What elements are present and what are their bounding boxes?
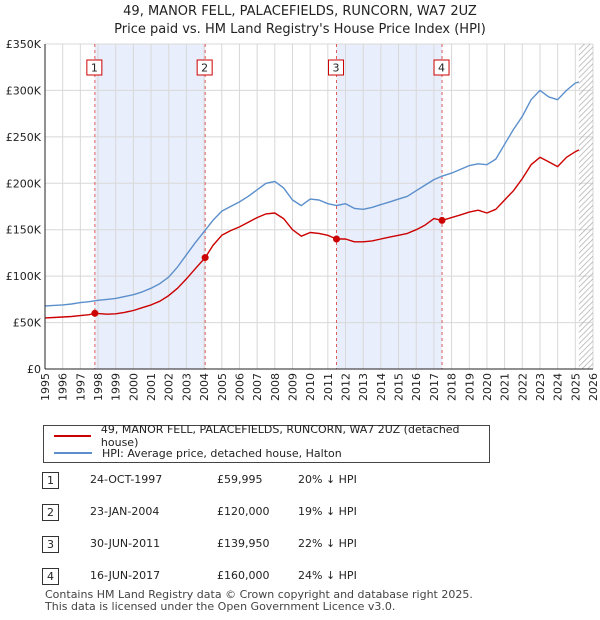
legend-item-property: 49, MANOR FELL, PALACEFIELDS, RUNCORN, W… bbox=[54, 423, 489, 449]
series-line-property bbox=[44, 149, 580, 319]
footer-attribution: Contains HM Land Registry data © Crown c… bbox=[45, 589, 473, 613]
x-tick-label: 2020 bbox=[481, 373, 494, 401]
y-tick-label: £350K bbox=[6, 38, 42, 51]
transaction-hpi-diff: 22% ↓ HPI bbox=[298, 537, 357, 550]
x-tick-label: 1998 bbox=[92, 373, 105, 401]
table-row: 1 24-OCT-1997 £59,995 20% ↓ HPI bbox=[42, 472, 462, 490]
legend-label-hpi: HPI: Average price, detached house, Halt… bbox=[102, 446, 342, 460]
transaction-number-badge: 3 bbox=[42, 536, 59, 553]
legend-swatch-property bbox=[54, 435, 91, 437]
x-tick-label: 2022 bbox=[516, 373, 529, 401]
sale-marker-label: 4 bbox=[438, 62, 445, 75]
x-tick-label: 2019 bbox=[463, 373, 476, 401]
x-tick-label: 1997 bbox=[74, 373, 87, 401]
sale-marker-label: 3 bbox=[333, 62, 340, 75]
transaction-date: 23-JAN-2004 bbox=[90, 505, 160, 518]
legend: 49, MANOR FELL, PALACEFIELDS, RUNCORN, W… bbox=[43, 423, 490, 463]
x-tick-label: 2023 bbox=[534, 373, 547, 401]
transaction-date: 30-JUN-2011 bbox=[90, 537, 161, 550]
x-tick-label: 2024 bbox=[552, 373, 565, 401]
x-tick-label: 2021 bbox=[499, 373, 512, 401]
sale-marker-label: 1 bbox=[91, 62, 98, 75]
sale-marker-box bbox=[196, 59, 213, 76]
x-tick-label: 2009 bbox=[286, 373, 299, 401]
legend-item-hpi: HPI: Average price, detached house, Halt… bbox=[54, 445, 342, 461]
x-tick-label: 2005 bbox=[216, 373, 229, 401]
x-tick-label: 2026 bbox=[587, 373, 600, 401]
x-tick-label: 2002 bbox=[163, 373, 176, 401]
y-tick-label: £50K bbox=[13, 317, 42, 330]
x-tick-label: 2017 bbox=[428, 373, 441, 401]
transaction-hpi-diff: 19% ↓ HPI bbox=[298, 505, 357, 518]
sale-point bbox=[201, 254, 209, 262]
x-tick-label: 2014 bbox=[375, 373, 388, 401]
x-tick-label: 2006 bbox=[233, 373, 246, 401]
x-tick-label: 2003 bbox=[180, 373, 193, 401]
transaction-price: £160,000 bbox=[217, 569, 270, 582]
transaction-hpi-diff: 20% ↓ HPI bbox=[298, 473, 357, 486]
forecast-hatch-region bbox=[578, 44, 593, 369]
x-tick-label: 2000 bbox=[127, 373, 140, 401]
x-tick-label: 2015 bbox=[393, 373, 406, 401]
x-tick-label: 1995 bbox=[39, 373, 52, 401]
footer-line-2: This data is licensed under the Open Gov… bbox=[45, 600, 396, 613]
y-tick-label: £250K bbox=[6, 131, 42, 144]
transaction-price: £139,950 bbox=[217, 537, 270, 550]
shaded-period bbox=[94, 44, 206, 369]
legend-label-property: 49, MANOR FELL, PALACEFIELDS, RUNCORN, W… bbox=[100, 423, 460, 449]
x-tick-label: 2025 bbox=[569, 373, 582, 401]
x-tick-label: 2018 bbox=[446, 373, 459, 401]
sale-point bbox=[333, 235, 341, 243]
series-line-hpi bbox=[44, 81, 580, 307]
y-tick-label: £300K bbox=[6, 84, 42, 97]
y-tick-label: £100K bbox=[6, 270, 42, 283]
footer-line-1: Contains HM Land Registry data © Crown c… bbox=[45, 588, 473, 601]
x-tick-label: 2008 bbox=[269, 373, 282, 401]
sale-marker-box bbox=[328, 59, 345, 76]
sale-marker-label: 2 bbox=[201, 62, 208, 75]
sale-point bbox=[438, 216, 446, 224]
sale-point bbox=[91, 309, 99, 317]
sale-marker-box bbox=[433, 59, 450, 76]
x-tick-label: 2007 bbox=[251, 373, 264, 401]
legend-swatch-hpi bbox=[54, 452, 92, 454]
shaded-period bbox=[336, 44, 443, 369]
table-row: 3 30-JUN-2011 £139,950 22% ↓ HPI bbox=[42, 536, 462, 554]
sale-marker-box bbox=[86, 59, 103, 76]
transaction-date: 16-JUN-2017 bbox=[90, 569, 161, 582]
transaction-price: £59,995 bbox=[217, 473, 263, 486]
price-chart: 1 2 3 4 £0 £50K £100K £150K £200K £250K £300K £350… bbox=[6, 38, 600, 401]
table-row: 4 16-JUN-2017 £160,000 24% ↓ HPI bbox=[42, 568, 462, 586]
x-tick-label: 2012 bbox=[340, 373, 353, 401]
x-tick-label: 2010 bbox=[304, 373, 317, 401]
y-tick-label: £200K bbox=[6, 177, 42, 190]
transaction-hpi-diff: 24% ↓ HPI bbox=[298, 569, 357, 582]
x-tick-label: 1999 bbox=[110, 373, 123, 401]
y-tick-label: £0 bbox=[27, 363, 41, 376]
table-row: 2 23-JAN-2004 £120,000 19% ↓ HPI bbox=[42, 504, 462, 522]
transaction-price: £120,000 bbox=[217, 505, 270, 518]
chart-title-line-1: 49, MANOR FELL, PALACEFIELDS, RUNCORN, W… bbox=[123, 4, 477, 19]
transaction-number-badge: 4 bbox=[42, 568, 59, 585]
transaction-date: 24-OCT-1997 bbox=[90, 473, 163, 486]
x-tick-label: 2013 bbox=[357, 373, 370, 401]
x-tick-label: 1996 bbox=[57, 373, 70, 401]
chart-title: 49, MANOR FELL, PALACEFIELDS, RUNCORN, W… bbox=[0, 3, 600, 39]
x-tick-label: 2011 bbox=[322, 373, 335, 401]
x-tick-label: 2016 bbox=[410, 373, 423, 401]
x-tick-label: 2001 bbox=[145, 373, 158, 401]
transaction-number-badge: 1 bbox=[42, 472, 59, 489]
chart-title-line-2: Price paid vs. HM Land Registry's House … bbox=[114, 22, 486, 37]
transaction-number-badge: 2 bbox=[42, 504, 59, 521]
x-tick-label: 2004 bbox=[198, 373, 211, 401]
y-tick-label: £150K bbox=[6, 224, 42, 237]
